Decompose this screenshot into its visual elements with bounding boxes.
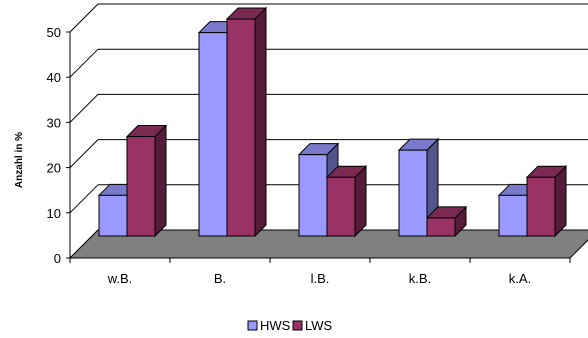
bar-lws-2 [225,6,268,238]
y-tick-label: 20 [47,161,61,176]
bar-side [254,6,267,238]
gridline-diagonal [69,94,99,123]
bar-front [526,176,556,237]
bar-front [498,194,528,237]
legend-label-lws: LWS [305,318,333,333]
x-tick-label: w.B. [107,271,133,286]
bar-front [198,32,228,237]
bar-front [426,217,456,237]
axes [66,31,571,263]
legend-label-hws: HWS [260,318,291,333]
legend-swatch-hws [247,320,258,331]
y-tick-label: 30 [47,115,61,130]
legend: HWS LWS [247,318,333,333]
x-tick-label: k.B. [409,271,431,286]
y-tick-label: 10 [47,206,61,221]
bar-front [98,194,128,237]
bar-front [226,18,256,237]
gridline-diagonal [69,184,99,214]
x-tick-label: k.A. [509,271,531,286]
bar-front [126,136,156,237]
bar-lws-4 [425,205,468,238]
bars [97,6,568,238]
bar-side [554,165,567,238]
bar-front [326,176,356,237]
gridline-diagonal [69,139,99,168]
bar-hws-4 [397,137,440,238]
legend-swatch-lws [292,320,303,331]
x-category-labels: w.B. B. l.B. k.B. k.A. [107,271,531,286]
bar-front [398,149,428,237]
x-tick-label: l.B. [311,271,330,286]
gridline-diagonal [69,3,99,33]
bar-front [298,154,328,237]
y-tick-label: 50 [47,25,61,40]
bar-lws-5 [525,165,568,238]
y-tick-label: 0 [54,251,61,266]
bar-lws-3 [325,165,368,238]
bar-lws-1 [125,124,168,238]
y-axis-label: Anzahl in % [14,132,25,188]
gridline-diagonal [69,48,99,78]
bar-side [354,165,367,238]
x-tick-label: B. [214,271,226,286]
y-tick-label: 40 [47,70,61,85]
bar-side [154,124,167,238]
y-tick-labels: 0 10 20 30 40 50 [47,25,61,266]
